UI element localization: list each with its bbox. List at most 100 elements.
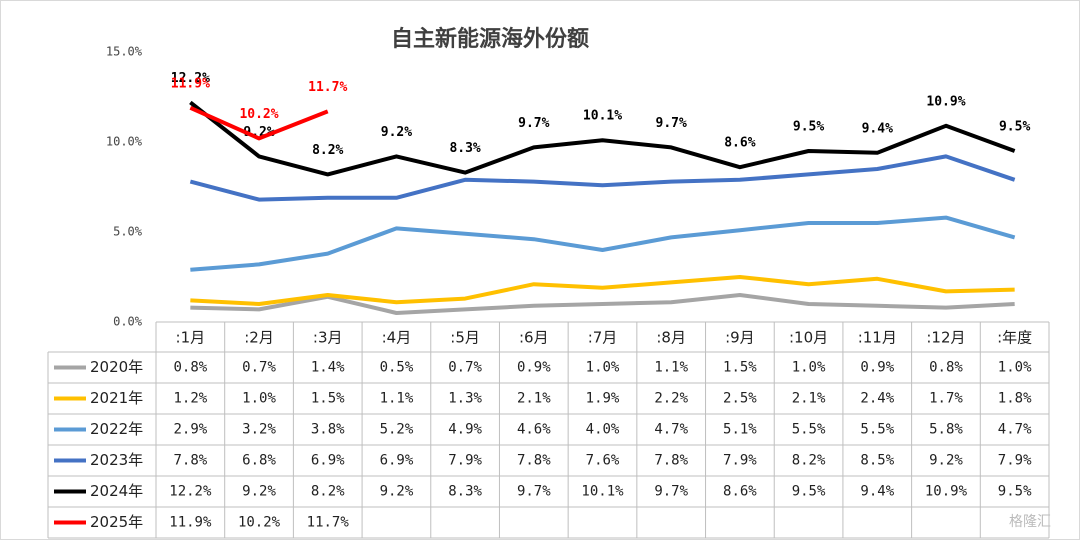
data-label: 8.3% [449, 141, 480, 156]
table-cell: 1.5% [311, 391, 345, 407]
data-label: 8.2% [312, 143, 343, 158]
table-cell: 11.9% [169, 515, 212, 531]
table-cell: 9.5% [792, 484, 826, 500]
table-cell: 10.1% [581, 484, 624, 500]
table-cell: 0.5% [380, 360, 414, 376]
table-cell: 1.2% [173, 391, 207, 407]
x-tick-label: :4月 [382, 329, 412, 347]
table-cell: 12.2% [169, 484, 212, 500]
table-cell: 10.9% [925, 484, 968, 500]
table-cell: 6.9% [380, 453, 414, 469]
table-cell: 10.2% [238, 515, 281, 531]
x-tick-label: :7月 [588, 329, 618, 347]
table-cell: 1.4% [311, 360, 345, 376]
table-cell: 1.0% [792, 360, 826, 376]
x-tick-label: :3月 [313, 329, 343, 347]
table-cell: 1.5% [723, 360, 757, 376]
x-tick-label: :8月 [656, 329, 686, 347]
table-cell: 9.2% [929, 453, 963, 469]
table-cell: 4.9% [448, 422, 482, 438]
table-cell: 4.6% [517, 422, 551, 438]
x-tick-label: :年度 [997, 329, 1032, 347]
watermark: 格隆汇 [1009, 514, 1051, 530]
legend-label: 2022年 [90, 420, 143, 438]
table-cell: 0.8% [929, 360, 963, 376]
table-cell: 3.2% [242, 422, 276, 438]
table-cell: 1.9% [586, 391, 620, 407]
table-cell: 1.0% [586, 360, 620, 376]
data-label: 10.2% [239, 107, 278, 122]
data-label: 11.7% [308, 80, 347, 95]
table-cell: 9.5% [998, 484, 1032, 500]
table-cell: 2.4% [860, 391, 894, 407]
legend-label: 2023年 [90, 451, 143, 469]
y-tick-label: 5.0% [113, 225, 143, 239]
data-label: 8.6% [724, 136, 755, 151]
data-label: 9.5% [793, 120, 824, 135]
table-cell: 8.2% [311, 484, 345, 500]
table-cell: 0.9% [517, 360, 551, 376]
table-cell: 5.1% [723, 422, 757, 438]
series-line [189, 100, 1016, 177]
table-cell: 2.1% [517, 391, 551, 407]
legend-label: 2025年 [90, 513, 143, 531]
table-cell: 2.1% [792, 391, 826, 407]
x-tick-label: :9月 [725, 329, 755, 347]
table-cell: 5.5% [792, 422, 826, 438]
table-cell: 1.7% [929, 391, 963, 407]
y-tick-label: 15.0% [106, 45, 143, 59]
table-cell: 7.8% [654, 453, 688, 469]
x-tick-label: :5月 [450, 329, 480, 347]
table-cell: 0.8% [173, 360, 207, 376]
data-label: 9.7% [656, 116, 687, 131]
table-cell: 9.7% [517, 484, 551, 500]
y-tick-label: 10.0% [106, 135, 143, 149]
table-cell: 11.7% [307, 515, 350, 531]
x-tick-label: :11月 [858, 329, 897, 347]
table-cell: 6.8% [242, 453, 276, 469]
table-cell: 8.2% [792, 453, 826, 469]
data-label: 11.9% [171, 76, 210, 91]
table-cell: 9.4% [860, 484, 894, 500]
x-tick-label: :10月 [789, 329, 828, 347]
x-tick-label: :6月 [519, 329, 549, 347]
table-cell: 5.5% [860, 422, 894, 438]
table-cell: 7.6% [586, 453, 620, 469]
x-tick-label: :1月 [176, 329, 206, 347]
table-cell: 1.3% [448, 391, 482, 407]
table-cell: 5.2% [380, 422, 414, 438]
table-cell: 1.0% [242, 391, 276, 407]
y-tick-label: 0.0% [113, 315, 143, 329]
table-cell: 7.9% [448, 453, 482, 469]
table-cell: 4.7% [998, 422, 1032, 438]
table-cell: 2.5% [723, 391, 757, 407]
data-label: 9.7% [518, 116, 549, 131]
data-label: 12.2% [171, 71, 210, 86]
table-cell: 6.9% [311, 453, 345, 469]
table-cell: 5.8% [929, 422, 963, 438]
table-cell: 9.2% [380, 484, 414, 500]
series-line [189, 105, 329, 141]
table-cell: 3.8% [311, 422, 345, 438]
table-cell: 2.2% [654, 391, 688, 407]
legend-label: 2024年 [90, 482, 143, 500]
data-label: 9.2% [381, 125, 412, 140]
table-cell: 7.9% [723, 453, 757, 469]
data-label: 10.1% [583, 109, 622, 124]
legend-label: 2021年 [90, 389, 143, 407]
series-line [189, 154, 1016, 202]
table-cell: 4.7% [654, 422, 688, 438]
table-cell: 8.3% [448, 484, 482, 500]
table-cell: 1.1% [380, 391, 414, 407]
legend-label: 2020年 [90, 358, 143, 376]
chart-title: 自主新能源海外份额 [391, 26, 589, 52]
data-label: 10.9% [926, 94, 965, 109]
x-tick-label: :12月 [926, 329, 965, 347]
table-cell: 1.1% [654, 360, 688, 376]
table-cell: 9.2% [242, 484, 276, 500]
table-cell: 7.8% [173, 453, 207, 469]
series-line [190, 215, 1016, 272]
table-cell: 7.8% [517, 453, 551, 469]
